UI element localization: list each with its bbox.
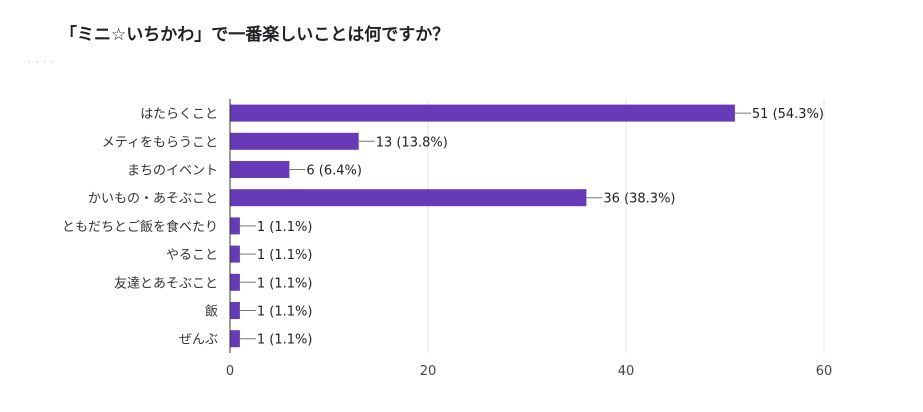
x-tick-label: 20 [420, 364, 437, 379]
category-label: はたらくこと [140, 107, 218, 122]
data-label: 6 (6.4%) [306, 164, 362, 179]
category-label: ともだちとご飯を食べたり [62, 219, 218, 235]
data-label: 1 (1.1%) [257, 220, 313, 235]
bar [230, 302, 240, 319]
data-label: 1 (1.1%) [257, 276, 313, 291]
category-label: 友達とあそぶこと [114, 275, 218, 291]
bar [230, 132, 359, 150]
data-label: 1 (1.1%) [257, 305, 313, 320]
x-tick-label: 60 [816, 364, 833, 379]
category-label: ぜんぶ [179, 333, 218, 348]
data-label: 36 (38.3%) [603, 192, 675, 207]
bar [230, 330, 240, 348]
data-label: 1 (1.1%) [257, 333, 313, 348]
x-tick-label: 40 [618, 364, 635, 379]
chart-title: 「ミニ☆いちかわ」で一番楽しいことは何ですか？ [60, 25, 450, 45]
bar [230, 245, 240, 263]
category-label: メティをもらうこと [102, 135, 218, 150]
faint-caption: · · · · [28, 58, 56, 68]
bar [230, 161, 290, 178]
bar [230, 104, 735, 122]
bar [230, 217, 240, 235]
data-label: 51 (54.3%) [752, 107, 824, 122]
category-label: かいもの・あそぶこと [88, 192, 218, 207]
bar [230, 189, 587, 207]
category-label: まちのイベント [127, 164, 218, 179]
data-label: 1 (1.1%) [257, 248, 313, 263]
x-tick-label: 0 [226, 364, 234, 379]
data-label: 13 (13.8%) [376, 135, 448, 150]
category-label: 飯 [205, 305, 218, 320]
category-label: やること [166, 248, 218, 263]
bar [230, 273, 240, 291]
